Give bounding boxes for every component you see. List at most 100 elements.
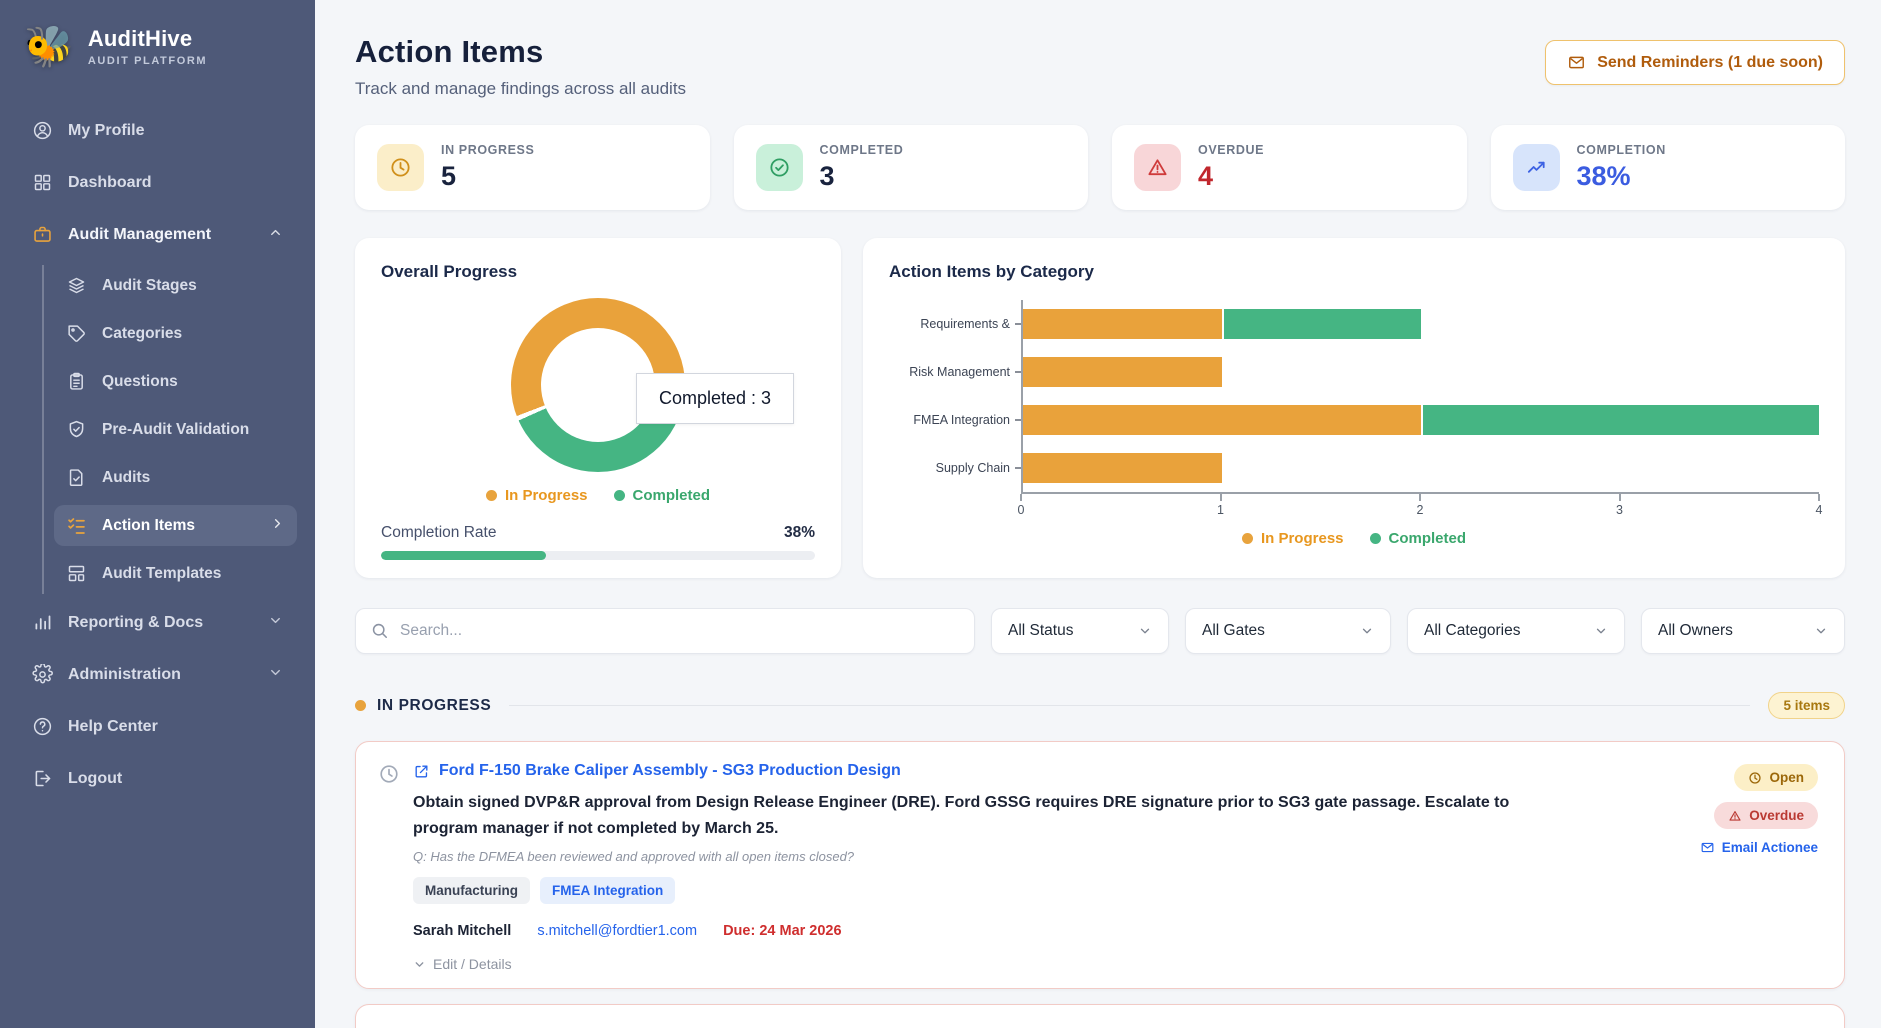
help-icon	[32, 716, 53, 737]
x-tick-mark	[1220, 494, 1222, 501]
categories-filter-select[interactable]: All Categories	[1407, 608, 1625, 654]
sidebar-item-logout[interactable]: Logout	[18, 757, 297, 800]
shield-check-icon	[66, 419, 87, 440]
category-label: FMEA Integration	[889, 396, 1021, 444]
clipboard-icon	[66, 371, 87, 392]
bar-chart-title: Action Items by Category	[889, 262, 1819, 282]
tag-fmea-integration: FMEA Integration	[540, 877, 675, 904]
stat-value: 3	[820, 161, 904, 192]
tag-manufacturing: Manufacturing	[413, 877, 530, 904]
completion-rate-label: Completion Rate	[381, 524, 496, 542]
bar-segment-in-progress[interactable]	[1023, 357, 1222, 387]
send-reminders-button[interactable]: Send Reminders (1 due soon)	[1545, 40, 1845, 85]
bar-segment-in-progress[interactable]	[1023, 453, 1222, 483]
chevron-right-icon	[270, 516, 285, 536]
app-root: 🐝 AuditHive AUDIT PLATFORM My Profile Da…	[0, 0, 1881, 1028]
chevron-up-icon	[268, 225, 283, 245]
stat-label: OVERDUE	[1198, 143, 1264, 157]
item-count-badge: 5 items	[1768, 692, 1845, 719]
sidebar-item-my-profile[interactable]: My Profile	[18, 109, 297, 152]
bar-legend: In Progress Completed	[889, 530, 1819, 547]
bar-chart-icon	[32, 612, 53, 633]
bar-segment-in-progress[interactable]	[1023, 405, 1421, 435]
sidebar-item-administration[interactable]: Administration	[18, 653, 297, 696]
chevron-down-icon	[1814, 624, 1828, 638]
stat-label: COMPLETION	[1577, 143, 1666, 157]
in-progress-section-header: IN PROGRESS 5 items	[355, 692, 1845, 719]
x-tick-label: 2	[1417, 503, 1424, 517]
legend-dot	[1370, 533, 1381, 544]
bar-chart-x-axis: 01234	[1021, 494, 1819, 520]
legend-item-completed[interactable]: Completed	[614, 487, 711, 504]
bar-chart-plot-area	[1021, 300, 1819, 494]
owner-email-link[interactable]: s.mitchell@fordtier1.com	[537, 923, 697, 939]
sidebar-item-audit-management[interactable]: Audit Management	[18, 213, 297, 256]
charts-row: Overall Progress Completed : 3 In Progre…	[355, 238, 1845, 578]
sidebar: 🐝 AuditHive AUDIT PLATFORM My Profile Da…	[0, 0, 315, 1028]
tag-icon	[66, 323, 87, 344]
bar-segment-completed[interactable]	[1222, 309, 1421, 339]
stat-value: 4	[1198, 161, 1264, 192]
app-tagline: AUDIT PLATFORM	[88, 55, 207, 67]
status-filter-select[interactable]: All Status	[991, 608, 1169, 654]
sidebar-item-reporting-docs[interactable]: Reporting & Docs	[18, 601, 297, 644]
app-name: AuditHive	[88, 26, 207, 52]
sidebar-item-audit-templates[interactable]: Audit Templates	[54, 553, 297, 594]
donut-legend: In Progress Completed	[381, 487, 815, 504]
sidebar-item-action-items[interactable]: Action Items	[54, 505, 297, 546]
warning-icon	[1134, 144, 1181, 191]
action-item-question: Q: Has the DFMEA been reviewed and appro…	[413, 849, 1633, 864]
donut-chart: Completed : 3	[511, 298, 685, 472]
sidebar-item-pre-audit-validation[interactable]: Pre-Audit Validation	[54, 409, 297, 450]
sidebar-item-audit-stages[interactable]: Audit Stages	[54, 265, 297, 306]
overdue-badge: Overdue	[1714, 802, 1818, 829]
bar-row	[1023, 396, 1819, 444]
search-input[interactable]	[355, 608, 975, 654]
briefcase-icon	[32, 224, 53, 245]
action-item-title-link[interactable]: Ford F-150 Brake Caliper Assembly - SG3 …	[439, 762, 901, 780]
legend-item-completed[interactable]: Completed	[1370, 530, 1467, 547]
action-item-card-next	[355, 1004, 1845, 1028]
open-status-badge: Open	[1734, 764, 1818, 791]
bar-segment-completed[interactable]	[1421, 405, 1819, 435]
dashboard-icon	[32, 172, 53, 193]
chart-tooltip: Completed : 3	[636, 373, 794, 424]
chevron-down-icon	[268, 665, 283, 685]
stat-card-in-progress: IN PROGRESS 5	[355, 125, 710, 210]
bar-chart-y-labels: Requirements &Risk ManagementFMEA Integr…	[889, 300, 1021, 494]
category-label: Risk Management	[889, 348, 1021, 396]
sidebar-item-dashboard[interactable]: Dashboard	[18, 161, 297, 204]
search-box	[355, 608, 975, 654]
main-content: Action Items Track and manage findings a…	[315, 0, 1881, 1028]
envelope-icon	[1567, 53, 1586, 72]
chevron-down-icon	[413, 958, 426, 971]
category-label: Requirements &	[889, 300, 1021, 348]
sidebar-item-questions[interactable]: Questions	[54, 361, 297, 402]
due-date: Due: 24 Mar 2026	[723, 923, 841, 939]
legend-item-in-progress[interactable]: In Progress	[486, 487, 588, 504]
owner-name: Sarah Mitchell	[413, 923, 511, 939]
x-tick-mark	[1419, 494, 1421, 501]
legend-dot	[1242, 533, 1253, 544]
sidebar-item-audits[interactable]: Audits	[54, 457, 297, 498]
logout-icon	[32, 768, 53, 789]
owners-filter-select[interactable]: All Owners	[1641, 608, 1845, 654]
bee-logo-icon: 🐝	[24, 27, 74, 67]
donut-chart-title: Overall Progress	[381, 262, 815, 282]
gear-icon	[32, 664, 53, 685]
sidebar-item-categories[interactable]: Categories	[54, 313, 297, 354]
category-chart-card: Action Items by Category Requirements &R…	[863, 238, 1845, 578]
action-item-badges: Open Overdue Email Actionee	[1646, 762, 1818, 972]
x-tick-mark	[1619, 494, 1621, 501]
gates-filter-select[interactable]: All Gates	[1185, 608, 1391, 654]
stat-label: COMPLETED	[820, 143, 904, 157]
sidebar-item-help-center[interactable]: Help Center	[18, 705, 297, 748]
completion-rate-row: Completion Rate 38%	[381, 524, 815, 542]
email-actionee-link[interactable]: Email Actionee	[1700, 840, 1818, 855]
stat-value: 5	[441, 161, 534, 192]
legend-item-in-progress[interactable]: In Progress	[1242, 530, 1344, 547]
legend-dot	[486, 490, 497, 501]
edit-details-toggle[interactable]: Edit / Details	[413, 956, 1633, 972]
bar-row	[1023, 300, 1819, 348]
bar-segment-in-progress[interactable]	[1023, 309, 1222, 339]
